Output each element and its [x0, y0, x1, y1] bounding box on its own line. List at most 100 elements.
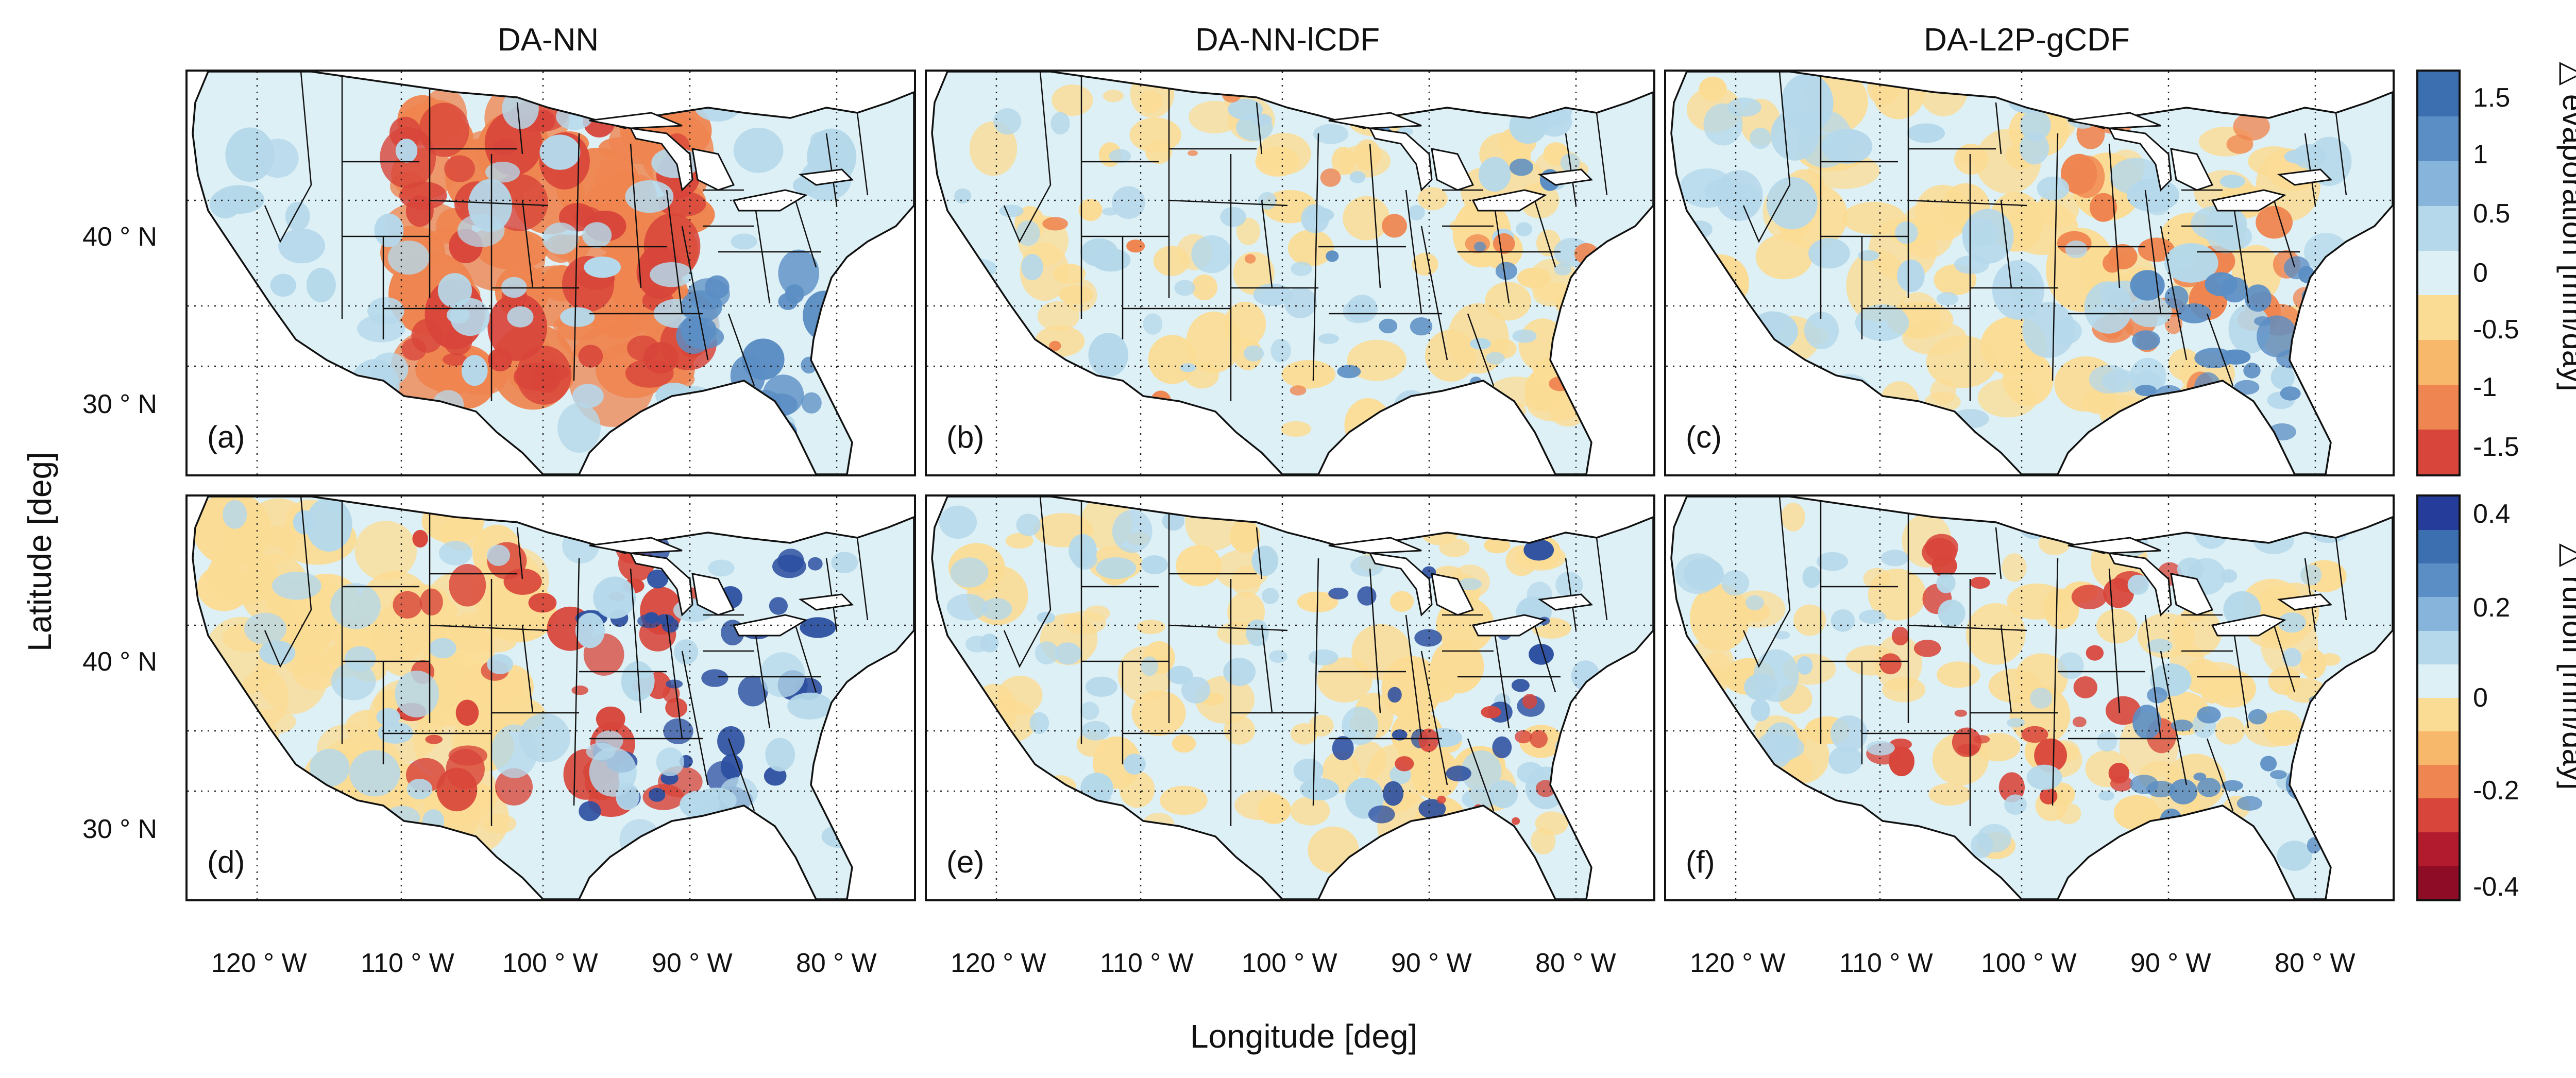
anomaly-patch: [1005, 533, 1033, 549]
great-lake: [1368, 552, 1433, 617]
state-border: [2335, 537, 2347, 621]
anomaly-patch: [1531, 828, 1556, 854]
state-border: [2273, 200, 2296, 268]
anomaly-patch: [616, 783, 640, 810]
anomaly-patch: [1495, 262, 1517, 280]
anomaly-patch: [443, 353, 467, 366]
anomaly-patch: [1317, 657, 1372, 703]
anomaly-patch: [717, 726, 745, 757]
map-panel-f: (f): [1664, 494, 2395, 901]
anomaly-patch: [457, 214, 505, 247]
anomaly-patch: [625, 180, 674, 213]
anomaly-patch: [1176, 545, 1222, 587]
anomaly-patch: [1088, 333, 1129, 377]
anomaly-patch: [2072, 716, 2087, 728]
anomaly-patch: [370, 352, 409, 386]
anomaly-patch: [2278, 612, 2306, 633]
runoff-colorbar-label: △ runoff [mm/day]: [2556, 543, 2576, 790]
anomaly-patch: [429, 638, 456, 659]
runoff-colorbar-tick--0.2: -0.2: [2473, 776, 2519, 806]
anomaly-patch: [1029, 712, 1049, 734]
anomaly-patch: [1287, 229, 1334, 267]
state-border: [1467, 738, 1495, 811]
anomaly-patch: [387, 241, 430, 275]
anomaly-patch: [2130, 775, 2159, 794]
anomaly-patch: [1342, 706, 1379, 745]
anomaly-patch: [2069, 155, 2105, 198]
state-border: [1995, 102, 2002, 155]
lon-tick-120w-3: 120 ° W: [1690, 948, 1786, 978]
anomaly-patch: [293, 510, 316, 535]
anomaly-patch: [1224, 301, 1266, 347]
anomaly-patch: [1174, 280, 1195, 296]
anomaly-patch: [406, 779, 433, 799]
runoff-colorbar: [2416, 494, 2461, 901]
great-lake: [629, 127, 693, 192]
panel-label-a: (a): [207, 420, 245, 454]
anomaly-patch: [1390, 700, 1412, 715]
anomaly-patch: [412, 529, 428, 548]
anomaly-patch: [1804, 312, 1839, 349]
anomaly-patch: [676, 317, 711, 354]
anomaly-patch: [223, 500, 247, 529]
anomaly-patch: [1744, 673, 1777, 701]
anomaly-patch: [1515, 730, 1532, 744]
lon-tick-90w-2: 90 ° W: [1391, 948, 1472, 978]
anomaly-patch: [1977, 824, 2012, 853]
anomaly-patch: [649, 788, 666, 802]
anomaly-patch: [1143, 313, 1163, 335]
anomaly-patch: [1530, 730, 1548, 748]
anomaly-patch: [1269, 650, 1287, 663]
anomaly-patch: [1522, 694, 1537, 709]
graticule: [927, 497, 1653, 899]
anomaly-patch: [1313, 124, 1349, 144]
great-lake: [2108, 552, 2172, 617]
anomaly-patch: [2284, 256, 2310, 280]
anomaly-patch: [1750, 127, 1771, 149]
anomaly-patch: [1479, 157, 1511, 192]
anomaly-patch: [584, 256, 621, 278]
anomaly-patch: [2171, 720, 2193, 732]
anomaly-patch: [731, 233, 757, 250]
anomaly-patch: [719, 777, 758, 809]
colorbar-swatch: [2418, 865, 2459, 899]
lon-tick-90w-1: 90 ° W: [652, 948, 733, 978]
anomaly-patch: [487, 654, 513, 674]
state-border: [727, 313, 755, 386]
anomaly-patch: [2071, 585, 2107, 609]
anomaly-patch: [2132, 705, 2161, 740]
anomaly-patch: [1042, 217, 1068, 231]
anomaly-patch: [357, 315, 405, 343]
anomaly-patch: [1111, 186, 1145, 219]
map-panel-e: (e): [925, 494, 1655, 901]
anomaly-patch: [1035, 641, 1059, 665]
anomaly-patch: [1727, 97, 1761, 117]
evaporation-colorbar: [2416, 70, 2461, 476]
anomaly-patch: [1907, 123, 1945, 143]
lon-tick-110w-1: 110 ° W: [361, 948, 454, 978]
anomaly-patch: [2300, 564, 2322, 586]
anomaly-patch: [1131, 690, 1186, 736]
anomaly-patch: [571, 686, 588, 695]
anomaly-patch: [939, 505, 977, 539]
anomaly-patch: [1781, 73, 1834, 133]
anomaly-patch: [1021, 254, 1043, 281]
anomaly-patch: [1926, 335, 1997, 388]
anomaly-patch: [1037, 301, 1080, 331]
anomaly-patch: [1414, 629, 1443, 647]
anomaly-patch: [376, 708, 400, 726]
anomaly-patch: [1188, 150, 1198, 156]
anomaly-patch: [1437, 795, 1446, 804]
state-border: [1312, 558, 1319, 806]
anomaly-patch: [801, 392, 822, 414]
anomaly-patch: [673, 639, 699, 664]
column-title-da-l2p-gcdf: DA-L2P-gCDF: [1924, 22, 2130, 58]
anomaly-patch: [2138, 237, 2175, 262]
anomaly-patch: [2057, 652, 2084, 679]
lon-tick-100w-2: 100 ° W: [1242, 948, 1337, 978]
anomaly-patch: [575, 612, 605, 648]
anomaly-patch: [1073, 550, 1097, 570]
anomaly-patch: [2002, 553, 2027, 582]
anomaly-patch: [1331, 147, 1355, 176]
anomaly-patch: [1172, 734, 1196, 753]
